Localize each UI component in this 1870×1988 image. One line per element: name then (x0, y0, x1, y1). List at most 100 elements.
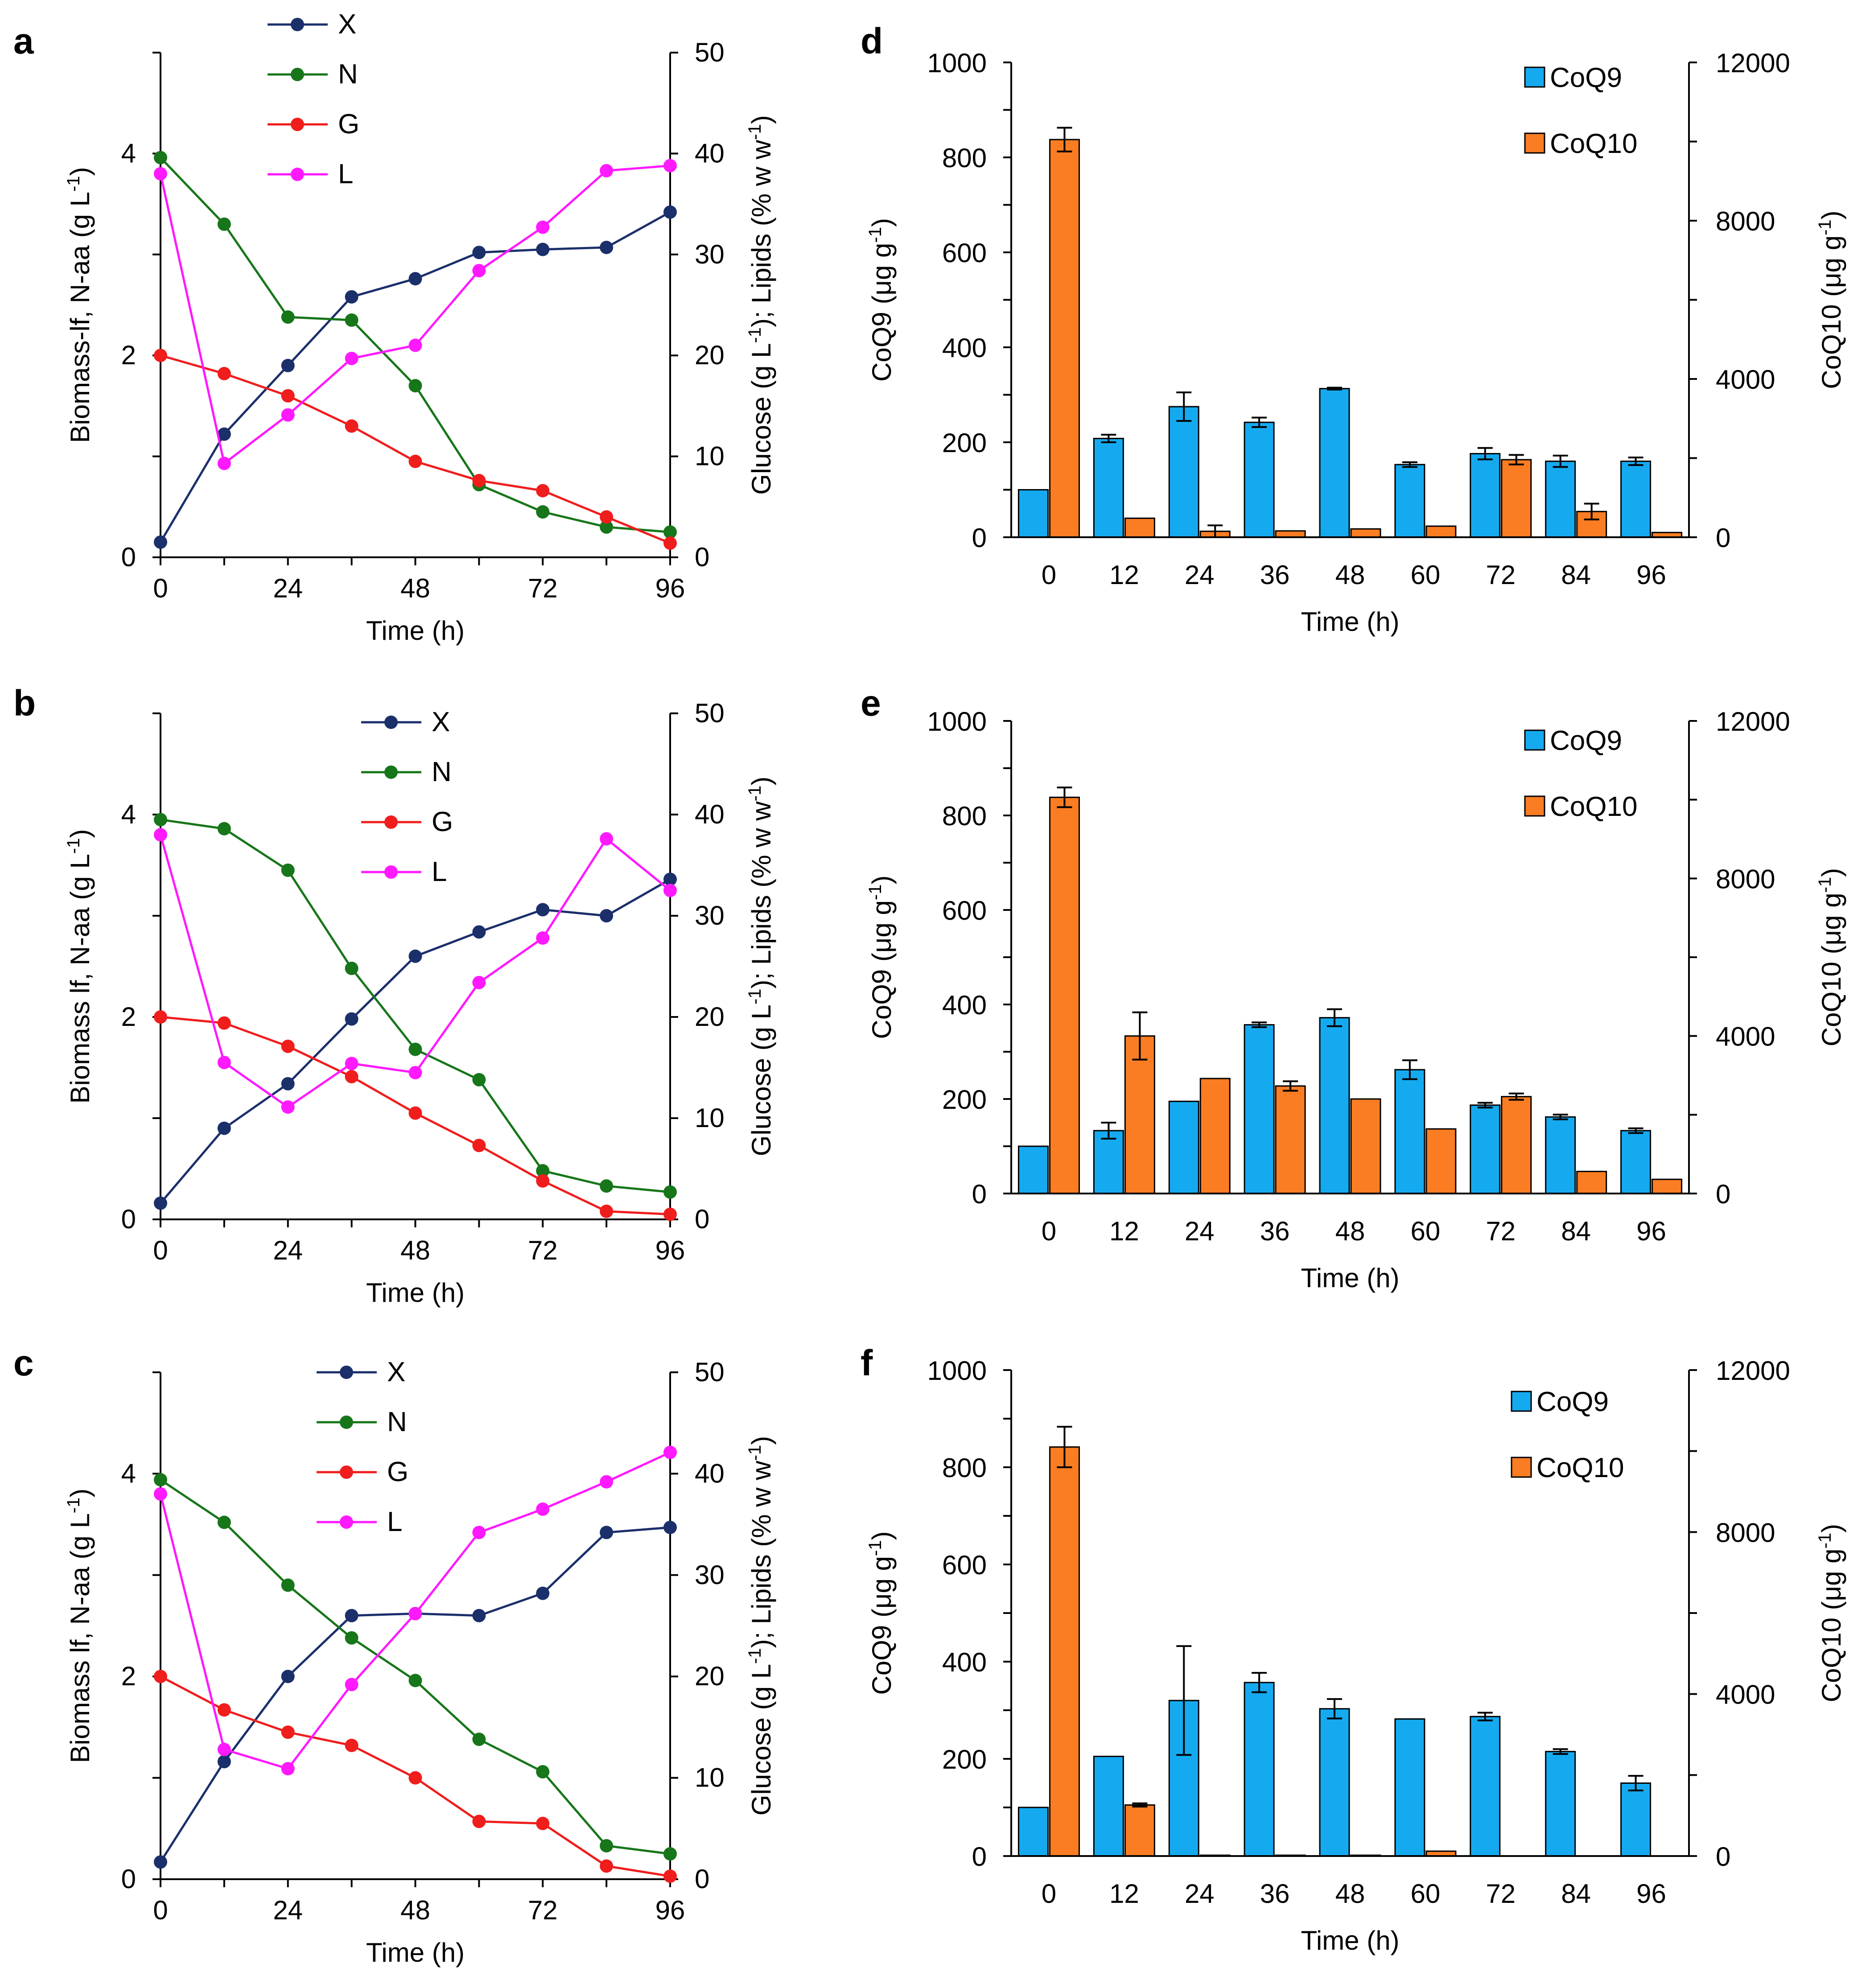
data-point-N (217, 217, 231, 231)
left-tick-label: 800 (942, 143, 987, 173)
data-point-X (600, 240, 614, 254)
data-point-L (281, 408, 295, 422)
data-point-X (472, 246, 486, 259)
left-tick-label: 800 (942, 801, 987, 831)
data-point-X (345, 1012, 358, 1026)
bar-CoQ10 (1199, 1078, 1231, 1194)
x-tick-label: 96 (655, 1235, 685, 1265)
left-tick-label: 2 (121, 340, 136, 370)
data-point-G (663, 1869, 677, 1883)
data-point-N (154, 151, 167, 165)
data-point-G (345, 1738, 358, 1752)
bar-CoQ9 (1470, 1104, 1501, 1194)
panel-label-a: a (13, 21, 34, 62)
left-tick-label: 4 (121, 1458, 136, 1488)
legend-marker-G (384, 815, 398, 829)
bar-chart-d: d 0 200 400 600 800 1000 0 4000 8000 12000 0 12 24 36 4… (861, 21, 1846, 637)
panel-label-e: e (861, 683, 881, 724)
data-point-L (600, 164, 614, 177)
data-point-L (408, 338, 422, 352)
data-point-N (600, 520, 614, 534)
legend-label-N: N (338, 59, 358, 90)
right-tick-label: 12000 (1716, 707, 1790, 737)
x-tick-label: 96 (1636, 560, 1666, 590)
right-tick-label: 10 (695, 1763, 725, 1793)
left-tick-label: 0 (121, 1204, 136, 1234)
bar-CoQ9 (1394, 1718, 1425, 1857)
data-point-L (154, 1487, 167, 1501)
data-point-N (408, 379, 422, 393)
left-tick-label: 0 (972, 523, 987, 553)
panel-label-b: b (13, 683, 36, 724)
x-tick-label: 48 (400, 1895, 430, 1925)
bar-CoQ9 (1394, 1069, 1425, 1194)
right-tick-label: 8000 (1716, 864, 1775, 894)
x-tick-label: 48 (1335, 1879, 1365, 1909)
bar-CoQ9 (1017, 1145, 1049, 1194)
legend-marker-G (291, 118, 304, 131)
left-tick-label: 800 (942, 1453, 987, 1483)
bar-CoQ9 (1545, 1116, 1576, 1194)
series-line-N (160, 818, 671, 1194)
data-point-X (345, 1609, 358, 1622)
data-point-X (217, 427, 231, 441)
right-tick-label: 0 (695, 542, 709, 572)
left-tick-label: 0 (972, 1179, 987, 1209)
y-axis-left-label: Biomass lf, N-aa (g L-1) (64, 829, 95, 1104)
y-axis-left-label: CoQ9 (μg g-1) (865, 876, 897, 1039)
data-point-X (408, 949, 422, 963)
data-point-G (154, 349, 167, 362)
right-tick-label: 8000 (1716, 1518, 1775, 1548)
right-tick-label: 10 (695, 1103, 725, 1133)
data-point-N (345, 962, 358, 975)
data-point-X (154, 535, 167, 549)
bar-CoQ10 (1049, 139, 1080, 538)
legend-marker-G (340, 1465, 353, 1479)
x-tick-label: 12 (1109, 1216, 1139, 1246)
x-tick-label: 60 (1411, 560, 1441, 590)
data-point-X (663, 873, 677, 886)
data-point-N (217, 822, 231, 836)
data-point-G (536, 1174, 550, 1188)
data-point-G (536, 1816, 550, 1830)
left-tick-label: 2 (121, 1002, 136, 1032)
x-tick-label: 24 (1185, 1216, 1215, 1246)
bar-CoQ9 (1620, 1130, 1652, 1194)
data-point-G (600, 1859, 614, 1873)
data-point-N (281, 1578, 295, 1592)
y-axis-right-label: Glucose (g L-1); Lipids (% w w-1) (745, 115, 776, 494)
data-point-G (345, 419, 358, 433)
x-tick-label: 48 (1335, 1216, 1365, 1246)
bar-CoQ10 (1049, 1446, 1080, 1857)
bar-CoQ9 (1470, 1716, 1501, 1857)
bar-CoQ9 (1017, 489, 1049, 538)
data-point-N (281, 310, 295, 324)
y-axis-left-label: Biomass-lf, N-aa (g L-1) (64, 167, 95, 443)
bar-CoQ10 (1425, 525, 1457, 538)
x-tick-label: 48 (400, 573, 430, 603)
x-tick-label: 0 (1042, 1216, 1056, 1246)
x-axis-label: Time (h) (366, 1278, 465, 1308)
legend-marker-N (291, 68, 304, 81)
data-point-L (345, 1057, 358, 1070)
data-point-G (663, 536, 677, 550)
right-tick-label: 50 (695, 37, 725, 67)
left-tick-label: 4 (121, 138, 136, 168)
data-point-L (408, 1607, 422, 1621)
data-point-N (536, 1164, 550, 1178)
right-tick-label: 10 (695, 441, 725, 471)
legend-label-G: G (338, 109, 359, 140)
series-line-X (159, 1526, 671, 1863)
bar-CoQ9 (1470, 453, 1501, 538)
right-tick-label: 0 (695, 1204, 709, 1234)
data-point-N (536, 505, 550, 519)
right-tick-label: 50 (695, 1357, 725, 1387)
series-line-L (159, 165, 671, 465)
bar-CoQ10 (1501, 459, 1532, 538)
x-axis-label: Time (h) (366, 616, 465, 646)
x-tick-label: 24 (1185, 560, 1215, 590)
data-point-L (472, 1526, 486, 1539)
panel-label-f: f (861, 1343, 873, 1383)
right-tick-label: 30 (695, 1560, 725, 1590)
x-tick-label: 60 (1411, 1879, 1441, 1909)
